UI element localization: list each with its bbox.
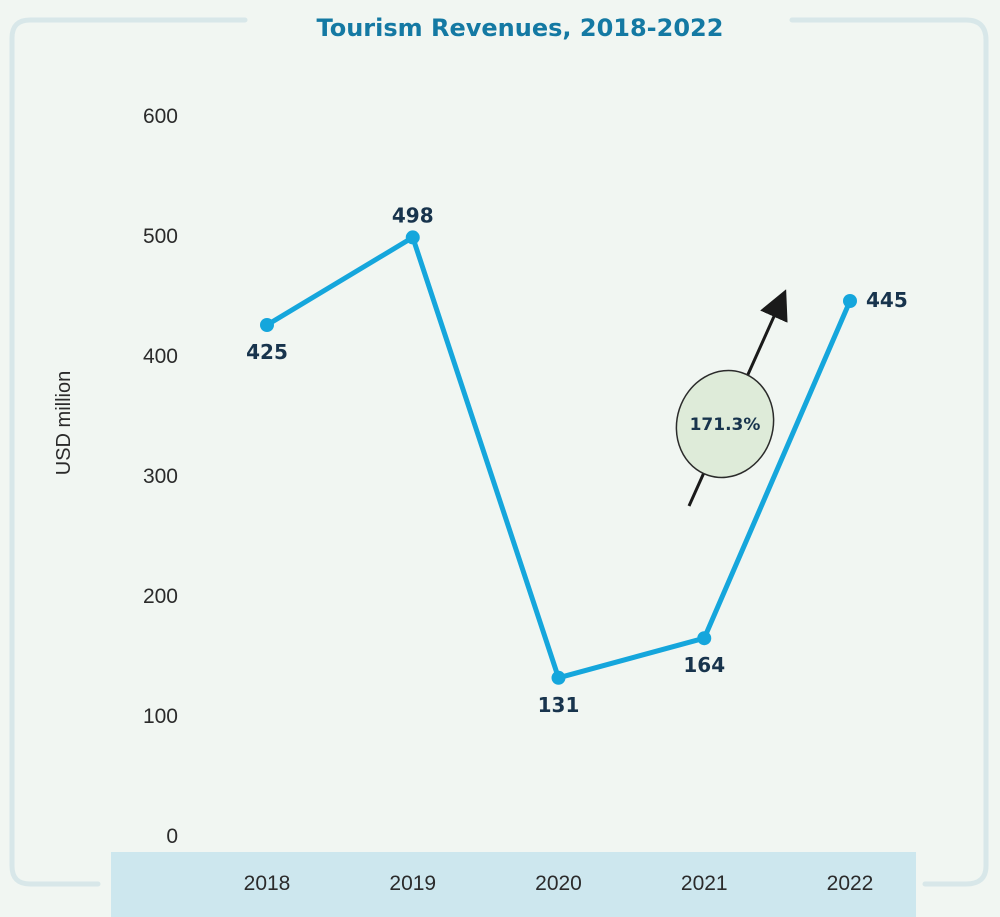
data-point [551,670,566,685]
data-label: 131 [538,693,580,717]
x-axis-ticks: 2018 2019 2020 2021 2022 [244,872,874,895]
data-point [260,318,274,332]
data-points [260,230,857,685]
x-tick-label: 2019 [389,872,436,895]
y-tick-label: 400 [143,345,178,368]
y-tick-label: 200 [143,585,178,608]
y-axis-ticks: 0 100 200 300 400 500 600 [143,105,178,848]
data-point [843,294,857,308]
y-tick-label: 300 [143,465,178,488]
chart-frame [9,17,248,887]
chart-frame-right [789,17,989,887]
x-tick-label: 2018 [244,872,291,895]
data-label: 425 [246,340,288,364]
x-tick-label: 2020 [535,872,582,895]
data-label: 164 [683,653,725,677]
x-tick-label: 2022 [827,872,874,895]
chart-title: Tourism Revenues, 2018-2022 [317,14,724,42]
x-axis-band [111,852,916,917]
growth-annotation: 171.3% [675,289,788,507]
data-label: 498 [392,203,434,227]
x-tick-label: 2021 [681,872,728,895]
data-point [405,230,420,245]
growth-badge-text: 171.3% [690,415,761,435]
growth-badge [675,369,775,479]
y-tick-label: 600 [143,105,178,128]
series-line [264,234,853,681]
y-tick-label: 100 [143,705,178,728]
data-point [697,631,712,646]
data-labels: 425 498 131 164 445 [246,203,908,716]
y-axis-title: USD million [53,371,75,475]
data-label: 445 [866,288,908,312]
y-tick-label: 0 [166,825,178,848]
y-tick-label: 500 [143,225,178,248]
